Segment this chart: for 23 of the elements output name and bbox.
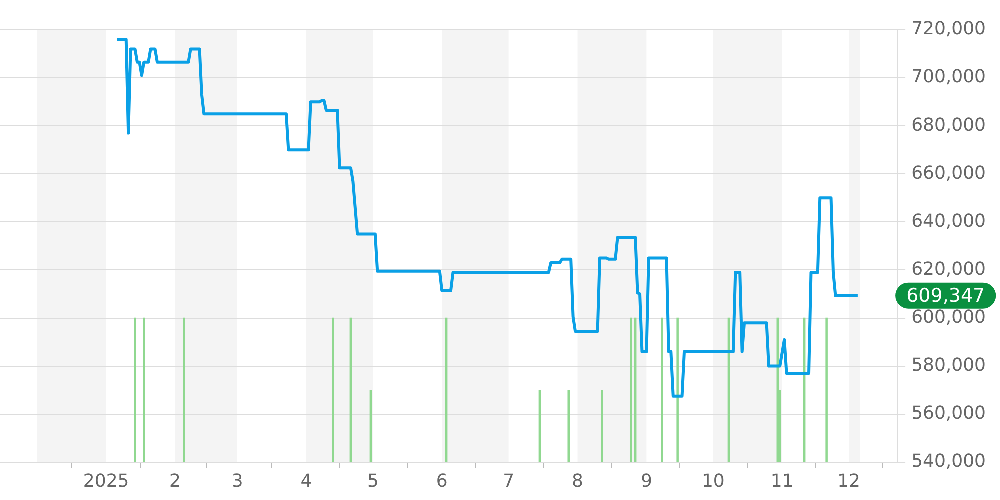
x-tick-label: 7 (503, 470, 515, 492)
x-tick-label: 2025 (83, 470, 130, 492)
y-tick-label: 580,000 (912, 354, 986, 376)
y-tick-label: 680,000 (912, 114, 986, 136)
y-tick-label: 660,000 (912, 162, 986, 184)
x-tick-label: 10 (702, 470, 725, 492)
y-tick-label: 600,000 (912, 306, 986, 328)
y-tick-label: 620,000 (912, 258, 986, 280)
y-tick-label: 720,000 (912, 18, 986, 40)
y-tick-label: 560,000 (912, 403, 986, 424)
y-tick-label: 540,000 (912, 451, 986, 472)
annotation: 609,347 (906, 284, 986, 307)
x-tick-label: 3 (232, 470, 244, 492)
x-tick-label: 4 (300, 470, 312, 492)
x-tick-label: 2 (170, 470, 181, 492)
y-tick-label: 700,000 (912, 66, 986, 88)
x-tick-label: 11 (770, 470, 794, 492)
x-tick-label: 12 (838, 470, 860, 492)
y-tick-label: 640,000 (912, 210, 986, 232)
x-tick-label: 9 (640, 470, 652, 492)
x-tick-label: 6 (436, 470, 448, 492)
x-tick-label: 5 (367, 470, 379, 492)
x-tick-label: 8 (572, 470, 584, 492)
